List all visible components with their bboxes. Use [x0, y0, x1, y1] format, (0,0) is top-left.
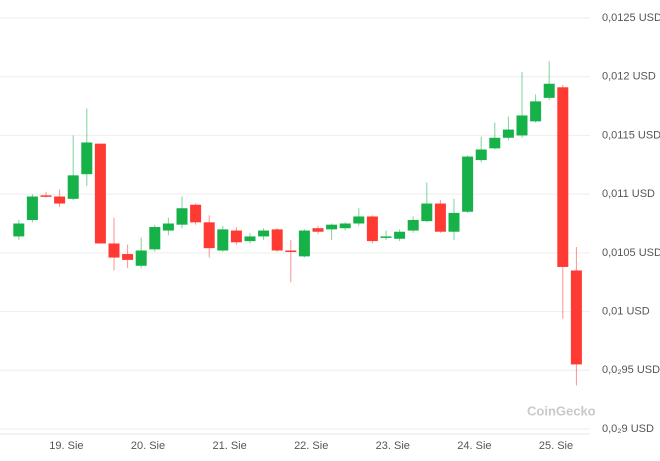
candle-body	[543, 83, 555, 98]
x-tick-label: 23. Sie	[376, 440, 410, 452]
y-tick-label: 0,0125 USD	[602, 12, 660, 24]
candle-body	[502, 129, 514, 138]
candle-body	[40, 195, 52, 197]
candle-body	[217, 229, 229, 251]
candle-body	[298, 230, 310, 257]
candle-body	[122, 254, 134, 260]
y-tick-label: 0,0₂9 USD	[602, 423, 654, 435]
candle-body	[230, 230, 242, 243]
candle-body	[203, 222, 215, 249]
y-tick-label: 0,0₂95 USD	[602, 364, 660, 376]
candle-body	[557, 87, 569, 267]
candle-body	[326, 224, 338, 230]
candle-body	[353, 216, 365, 224]
x-tick-label: 21. Sie	[212, 440, 246, 452]
candle-body	[530, 101, 542, 122]
candle-body	[421, 203, 433, 222]
candle-body	[135, 250, 147, 266]
x-tick-label: 24. Sie	[457, 440, 491, 452]
y-tick-label: 0,01 USD	[602, 305, 650, 317]
candle-body	[339, 223, 351, 229]
candle-body	[570, 270, 582, 365]
y-tick-label: 0,012 USD	[602, 71, 656, 83]
candle-body	[94, 143, 106, 244]
x-tick-label: 25. Sie	[539, 440, 573, 452]
candle-body	[26, 196, 38, 220]
watermark: CoinGecko	[527, 403, 596, 418]
candle-body	[13, 223, 25, 237]
candle-body	[312, 228, 324, 232]
candle-body	[81, 142, 93, 175]
x-tick-label: 20. Sie	[131, 440, 165, 452]
y-tick-label: 0,0115 USD	[602, 129, 660, 141]
candle-body	[162, 223, 174, 231]
candle-body	[434, 203, 446, 232]
candle-body	[258, 230, 270, 237]
x-tick-label: 19. Sie	[49, 440, 83, 452]
candle-body	[407, 219, 419, 231]
candle-body	[244, 236, 256, 242]
candle-body	[475, 149, 487, 161]
candle-body	[285, 250, 297, 253]
candle-body	[394, 231, 406, 239]
candle-body	[190, 204, 202, 223]
candle-body	[108, 243, 120, 258]
x-tick-label: 22. Sie	[294, 440, 328, 452]
candle-body	[67, 175, 79, 199]
candle-body	[462, 156, 474, 212]
candle-body	[54, 196, 66, 204]
y-tick-label: 0,011 USD	[602, 188, 655, 200]
candle-body	[271, 229, 283, 251]
candle-body	[380, 236, 392, 238]
candle-body	[448, 212, 460, 232]
candle-body	[149, 227, 161, 250]
candle-body	[176, 208, 188, 225]
candle-body	[366, 216, 378, 242]
y-tick-label: 0,0105 USD	[602, 247, 660, 259]
candle-body	[489, 137, 501, 149]
candle-body	[516, 115, 528, 136]
